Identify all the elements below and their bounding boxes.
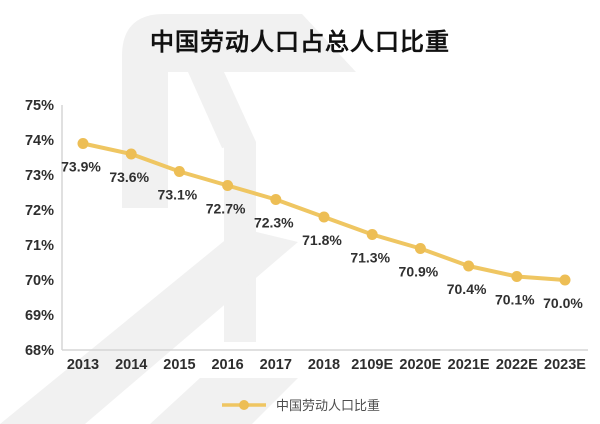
y-tick-label: 68%: [25, 343, 54, 359]
data-point-label: 70.4%: [447, 281, 487, 297]
x-tick-label: 2021E: [448, 357, 490, 373]
data-point[interactable]: [77, 138, 89, 149]
legend-line-marker-icon: [221, 399, 266, 410]
x-tick-label: 2016: [211, 357, 243, 373]
data-point-label: 70.0%: [543, 295, 583, 311]
y-tick-label: 71%: [25, 238, 54, 254]
x-tick-label: 2015: [163, 357, 195, 373]
data-point-label: 73.6%: [109, 169, 149, 185]
data-point-label: 71.8%: [302, 232, 342, 248]
data-point[interactable]: [559, 274, 571, 286]
x-tick-label: 2109E: [351, 357, 393, 373]
data-point-label: 72.3%: [254, 215, 294, 231]
y-tick-label: 72%: [25, 203, 54, 219]
x-tick-label: 2013: [67, 357, 99, 373]
data-point[interactable]: [222, 180, 234, 191]
data-point[interactable]: [270, 194, 282, 205]
x-tick-label: 2023E: [544, 357, 586, 373]
data-point[interactable]: [414, 243, 426, 254]
chart-legend[interactable]: 中国劳动人口比重: [0, 395, 600, 414]
data-point[interactable]: [463, 260, 475, 272]
chart-title: 中国劳动人口占总人口比重: [150, 29, 450, 56]
x-tick-label: 2018: [308, 357, 340, 373]
data-point-label: 71.3%: [350, 250, 390, 266]
y-tick-label: 74%: [25, 133, 54, 149]
x-tick-label: 2022E: [496, 357, 538, 373]
data-point[interactable]: [125, 148, 137, 160]
data-point[interactable]: [318, 211, 330, 223]
x-tick-label: 2020E: [399, 357, 441, 373]
y-tick-label: 73%: [25, 168, 54, 184]
data-point-label: 73.1%: [158, 187, 198, 203]
data-point-label: 73.9%: [61, 159, 101, 175]
data-point[interactable]: [511, 271, 523, 282]
data-point[interactable]: [366, 229, 378, 240]
y-tick-label: 70%: [25, 273, 54, 289]
y-tick-label: 69%: [25, 308, 54, 324]
y-tick-label: 75%: [25, 98, 54, 114]
data-point[interactable]: [173, 166, 185, 177]
data-point-label: 70.1%: [495, 292, 535, 308]
data-point-label: 70.9%: [399, 264, 439, 280]
x-tick-label: 2014: [115, 357, 147, 373]
data-point-label: 72.7%: [206, 201, 246, 217]
x-tick-label: 2017: [260, 357, 292, 373]
legend-label[interactable]: 中国劳动人口比重: [275, 398, 380, 413]
